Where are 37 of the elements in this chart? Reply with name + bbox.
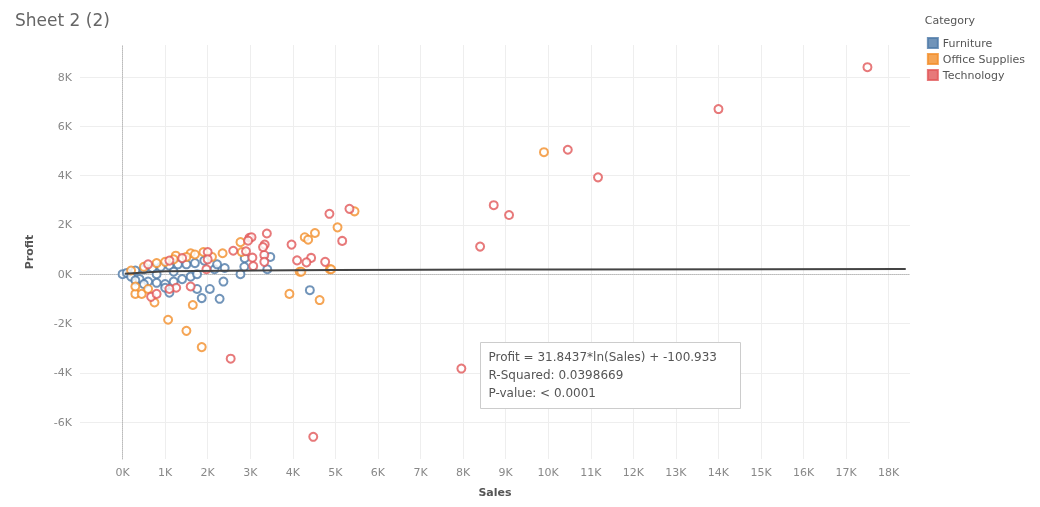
y-tick-label: -4K bbox=[53, 366, 73, 380]
x-tick-label: 14K bbox=[707, 466, 730, 479]
y-tick-label: -6K bbox=[53, 415, 73, 429]
x-tick-label: 2K bbox=[200, 466, 216, 479]
y-tick-label: -2K bbox=[53, 316, 73, 330]
annotation: R-Squared: 0.0398669 bbox=[488, 367, 624, 382]
y-tick-label: 8K bbox=[57, 70, 73, 84]
annotation: Profit = 31.8437*ln(Sales) + -100.933 bbox=[488, 349, 717, 364]
x-tick-label: 16K bbox=[792, 466, 815, 479]
chart-title: Sheet 2 (2) bbox=[15, 9, 110, 30]
x-tick-label: 0K bbox=[115, 466, 131, 479]
x-tick-label: 10K bbox=[537, 466, 560, 479]
x-tick-label: 6K bbox=[370, 466, 386, 479]
x-tick-label: 1K bbox=[158, 466, 174, 479]
y-tick-label: 6K bbox=[57, 119, 73, 133]
annotation: P-value: < 0.0001 bbox=[488, 385, 596, 400]
x-tick-label: 7K bbox=[413, 466, 429, 479]
legend-label: Office Supplies bbox=[942, 52, 1026, 66]
legend-label: Technology bbox=[941, 68, 1005, 82]
x-tick-label: 13K bbox=[665, 466, 688, 479]
x-axis-title: Sales bbox=[478, 486, 513, 499]
x-tick-label: 9K bbox=[498, 466, 514, 479]
x-tick-label: 8K bbox=[455, 466, 471, 479]
x-tick-label: 4K bbox=[285, 466, 301, 479]
x-tick-label: 15K bbox=[750, 466, 773, 479]
y-axis-title: Profit bbox=[23, 234, 36, 270]
x-tick-label: 11K bbox=[580, 466, 603, 479]
x-tick-label: 12K bbox=[622, 466, 645, 479]
x-tick-label: 3K bbox=[243, 466, 259, 479]
y-tick-label: 4K bbox=[57, 169, 73, 183]
y-tick-label: 2K bbox=[57, 218, 73, 232]
x-tick-label: 17K bbox=[835, 466, 858, 479]
legend-label: Furniture bbox=[942, 36, 993, 50]
legend-title: Category bbox=[924, 14, 976, 27]
x-tick-label: 18K bbox=[878, 466, 901, 479]
y-tick-label: 0K bbox=[57, 267, 73, 281]
x-tick-label: 5K bbox=[328, 466, 344, 479]
